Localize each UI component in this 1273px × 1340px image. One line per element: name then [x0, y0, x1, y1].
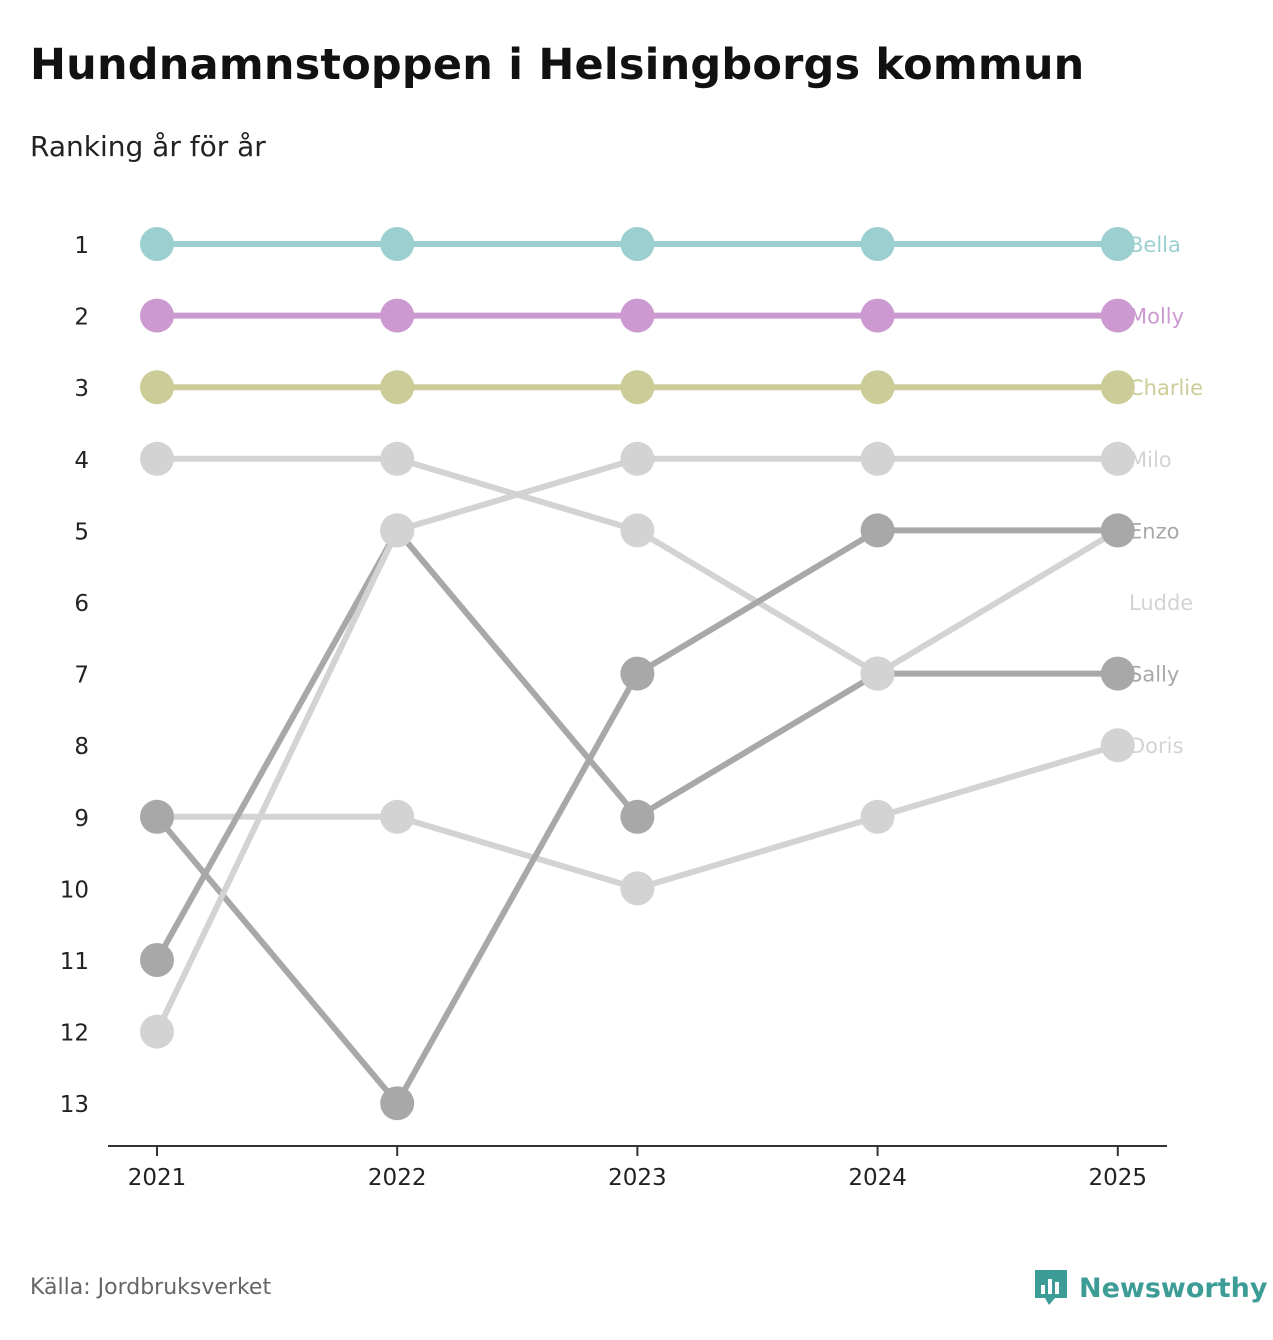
y-tick-label: 5 — [74, 519, 89, 545]
data-point-enzo — [620, 656, 655, 691]
series-label-bella: Bella — [1129, 233, 1181, 257]
data-point-enzo — [380, 1086, 415, 1121]
series-label-enzo: Enzo — [1129, 519, 1179, 543]
source-note: Källa: Jordbruksverket — [30, 1275, 272, 1300]
chart-title: Hundnamnstoppen i Helsingborgs kommun — [30, 40, 1085, 90]
y-tick-label: 6 — [74, 591, 89, 617]
data-point-milo — [1100, 441, 1135, 476]
series-label-ludde: Ludde — [1129, 591, 1193, 615]
data-point-bella — [140, 227, 174, 261]
newsworthy-logo-icon — [1035, 1270, 1067, 1305]
x-tick-label: 2022 — [368, 1165, 427, 1191]
data-point-bella — [1100, 227, 1135, 261]
data-point-bella — [380, 227, 415, 261]
x-tick-label: 2024 — [848, 1165, 907, 1191]
data-point-milo — [860, 441, 895, 476]
y-tick-label: 10 — [60, 877, 89, 903]
data-point-milo — [620, 441, 655, 476]
y-tick-label: 9 — [74, 806, 89, 832]
data-point-charlie — [1100, 370, 1135, 405]
data-point-doris — [380, 799, 415, 834]
data-point-milo — [380, 513, 415, 548]
series-label-sally: Sally — [1129, 663, 1179, 687]
y-tick-label: 12 — [60, 1021, 89, 1047]
data-point-sally — [140, 943, 174, 977]
data-point-molly — [1100, 298, 1135, 333]
data-point-sally — [1100, 656, 1135, 691]
data-point-doris — [620, 871, 655, 906]
y-tick-label: 4 — [74, 448, 89, 474]
y-tick-label: 2 — [74, 305, 89, 331]
data-point-molly — [620, 298, 655, 333]
data-point-enzo — [140, 799, 174, 834]
y-tick-label: 1 — [74, 233, 89, 259]
brand-name: Newsworthy — [1079, 1272, 1268, 1304]
data-point-bella — [860, 227, 895, 261]
x-tick-label: 2023 — [608, 1165, 667, 1191]
data-point-molly — [860, 298, 895, 333]
data-point-bella — [620, 227, 655, 261]
series-label-charlie: Charlie — [1129, 376, 1203, 400]
data-point-doris — [860, 799, 895, 834]
series-label-milo: Milo — [1129, 448, 1172, 472]
chart-subtitle: Ranking år för år — [30, 130, 266, 163]
data-point-molly — [380, 298, 415, 333]
y-tick-label: 13 — [60, 1092, 89, 1118]
data-point-charlie — [620, 370, 655, 405]
data-point-enzo — [1100, 513, 1135, 548]
y-tick-label: 8 — [74, 734, 89, 760]
series-label-molly: Molly — [1129, 305, 1184, 329]
data-point-milo — [140, 1014, 174, 1049]
y-tick-label: 11 — [60, 949, 89, 975]
series-line-ludde — [154, 455, 1121, 677]
x-tick-label: 2021 — [128, 1165, 187, 1191]
data-point-charlie — [140, 370, 174, 405]
data-point-ludde — [380, 441, 415, 476]
data-point-charlie — [380, 370, 415, 405]
data-point-molly — [140, 298, 174, 333]
data-point-charlie — [860, 370, 895, 405]
data-point-ludde — [860, 656, 895, 691]
data-point-doris — [1100, 728, 1135, 763]
data-point-ludde — [140, 441, 174, 476]
x-tick-label: 2025 — [1089, 1165, 1148, 1191]
y-tick-label: 3 — [74, 376, 89, 402]
brand[interactable]: Newsworthy — [1033, 1268, 1267, 1308]
series-label-doris: Doris — [1129, 734, 1183, 758]
data-point-ludde — [620, 513, 655, 548]
data-point-enzo — [860, 513, 895, 548]
data-point-sally — [620, 799, 655, 834]
y-tick-label: 7 — [74, 663, 89, 689]
